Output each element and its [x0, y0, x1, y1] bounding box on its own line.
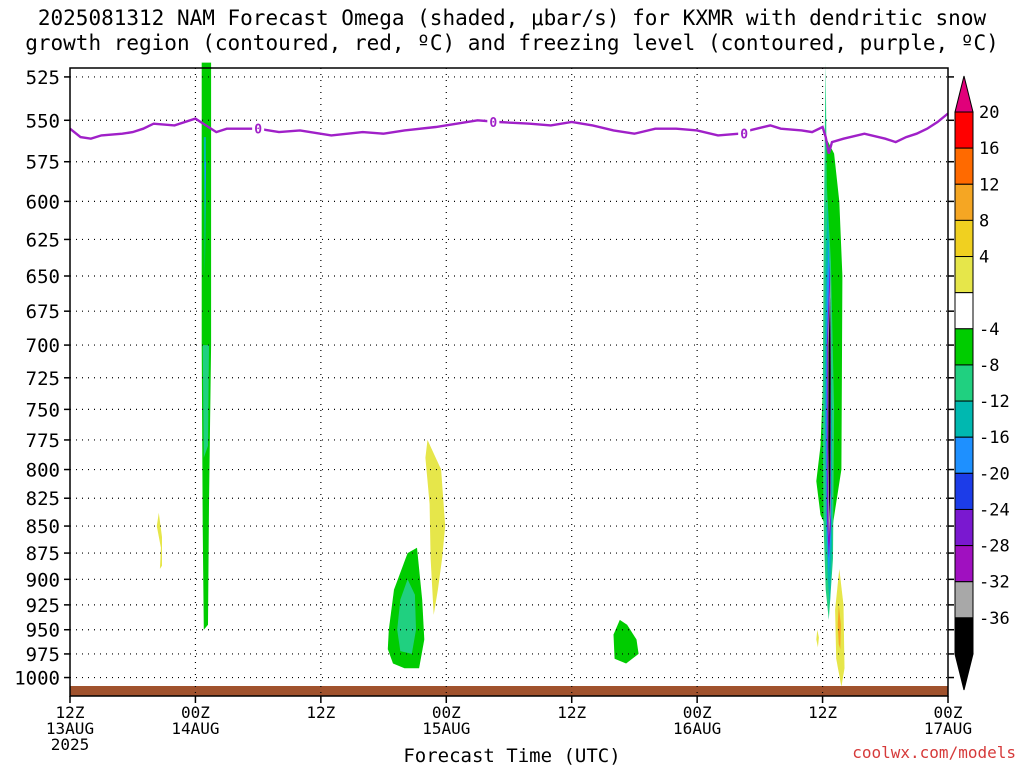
- y-tick-label: 1000: [14, 668, 60, 690]
- colorbar-segment: [954, 617, 974, 655]
- colorbar-segment: [954, 147, 974, 185]
- omega-region-yellow-13aug: [156, 512, 162, 569]
- y-tick-label: 750: [26, 399, 60, 421]
- colorbar: 20 16 12 8 4 -4 -8 -12 -16 -20 -24 -28 -32 -36: [954, 75, 1010, 691]
- plot-frame: [69, 67, 949, 697]
- colorbar-label: -4: [979, 320, 999, 340]
- y-tick-label: 825: [26, 488, 60, 510]
- colorbar-label: 16: [979, 139, 999, 159]
- x-tick-label: 12Z: [557, 703, 586, 722]
- colorbar-label: 12: [979, 175, 999, 195]
- y-tick-label: 875: [26, 543, 60, 565]
- axes: 525 550 575 600 625 650 675 700 725 750 775 800 825 8…: [14, 67, 972, 754]
- y-tick-label: 725: [26, 368, 60, 390]
- y-tick-label: 850: [26, 516, 60, 538]
- omega-region-gray-small-14aug: [202, 345, 209, 458]
- colorbar-segment: [954, 581, 974, 619]
- freezing-level-line: [69, 112, 949, 154]
- colorbar-segment: [954, 364, 974, 402]
- omega-region-teal-14aug-late: [397, 579, 416, 654]
- colorbar-segment: [954, 436, 974, 474]
- x-tick-label: 12Z: [56, 703, 85, 722]
- colorbar-label: -8: [979, 356, 999, 376]
- freezing-level-label: 0: [740, 128, 748, 143]
- freezing-label-bg-1: [487, 113, 500, 130]
- y-tick-label: 900: [26, 569, 60, 591]
- y-tick-label: 600: [26, 191, 60, 213]
- x-tick-sublabel: 15AUG: [422, 719, 470, 738]
- x-tick-sublabel: 14AUG: [171, 719, 219, 738]
- colorbar-segment: [954, 256, 974, 294]
- terrain-strip: [70, 686, 948, 696]
- site-credit: coolwx.com/models: [852, 743, 1016, 762]
- omega-region-orange-16aug-low: [837, 604, 841, 650]
- title-line-2: growth region (contoured, red, ºC) and f…: [25, 31, 999, 55]
- x-tick-label: 00Z: [181, 703, 210, 722]
- x-tick-label: 00Z: [683, 703, 712, 722]
- x-tick-sublabel: 13AUG: [46, 719, 94, 738]
- colorbar-label: -32: [979, 573, 1010, 593]
- colorbar-segment: [954, 328, 974, 366]
- colorbar-segment: [954, 292, 974, 330]
- colorbar-label: 20: [979, 103, 999, 123]
- colorbar-segment: [954, 508, 974, 547]
- plot-area: 0 0 0: [69, 62, 949, 696]
- colorbar-label: -24: [979, 500, 1010, 520]
- y-tick-label: 650: [26, 266, 60, 288]
- y-tick-label: 550: [26, 110, 60, 132]
- colorbar-label: 8: [979, 211, 989, 231]
- title-line-1: 2025081312 NAM Forecast Omega (shaded, μ…: [37, 6, 987, 30]
- x-tick-year: 2025: [51, 735, 90, 754]
- colorbar-top-cap: [954, 75, 974, 113]
- x-axis-label: Forecast Time (UTC): [403, 745, 621, 767]
- colorbar-segment: [954, 400, 974, 438]
- freezing-level-label: 0: [254, 123, 262, 138]
- colorbar-segment: [954, 545, 974, 583]
- chart-title: 2025081312 NAM Forecast Omega (shaded, μ…: [0, 6, 1024, 56]
- x-tick-label: 00Z: [432, 703, 461, 722]
- x-tick-label: 00Z: [934, 703, 963, 722]
- colorbar-label: -36: [979, 609, 1010, 629]
- y-tick-label: 800: [26, 460, 60, 482]
- y-tick-label: 625: [26, 229, 60, 251]
- colorbar-label: 4: [979, 248, 989, 268]
- colorbar-label: -20: [979, 464, 1010, 484]
- colorbar-segment: [954, 111, 974, 149]
- plot-background: [70, 68, 948, 696]
- y-tick-label: 575: [26, 152, 60, 174]
- colorbar-segment: [954, 183, 974, 221]
- y-tick-label: 700: [26, 335, 60, 357]
- x-tick-sublabel: 16AUG: [673, 719, 721, 738]
- y-tick-label: 950: [26, 620, 60, 642]
- omega-region-column-14aug-blue: [204, 161, 207, 202]
- freezing-level-label: 0: [489, 116, 497, 131]
- x-tick-label: 12Z: [808, 703, 837, 722]
- omega-region-green-15aug: [613, 619, 639, 664]
- colorbar-label: -28: [979, 537, 1010, 557]
- y-tick-label: 975: [26, 644, 60, 666]
- y-tick-label: 675: [26, 301, 60, 323]
- y-tick-label: 925: [26, 595, 60, 617]
- colorbar-bottom-cap: [954, 653, 974, 691]
- colorbar-segment: [954, 219, 974, 258]
- omega-region-yellow-16aug-dot: [816, 629, 819, 648]
- x-tick-label: 12Z: [306, 703, 335, 722]
- x-tick-sublabel: 17AUG: [924, 719, 972, 738]
- freezing-label-bg-2: [738, 125, 751, 142]
- colorbar-segment: [954, 472, 974, 510]
- y-tick-label: 525: [26, 67, 60, 89]
- omega-region-yellow-14aug-late: [425, 439, 446, 615]
- freezing-label-bg-0: [252, 120, 265, 137]
- omega-region-black-16aug: [828, 297, 831, 521]
- y-tick-label: 775: [26, 430, 60, 452]
- colorbar-label: -12: [979, 392, 1010, 412]
- colorbar-label: -16: [979, 428, 1010, 448]
